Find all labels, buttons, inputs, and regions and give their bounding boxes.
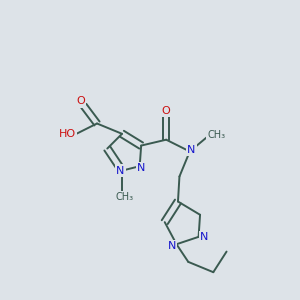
Text: N: N [137, 163, 146, 173]
Text: N: N [168, 241, 176, 251]
Text: CH₃: CH₃ [207, 130, 225, 140]
Text: HO: HO [59, 129, 76, 139]
Text: O: O [162, 106, 171, 116]
Text: CH₃: CH₃ [116, 192, 134, 202]
Text: O: O [76, 96, 85, 106]
Text: N: N [200, 232, 208, 242]
Text: N: N [116, 166, 125, 176]
Text: N: N [187, 145, 195, 155]
